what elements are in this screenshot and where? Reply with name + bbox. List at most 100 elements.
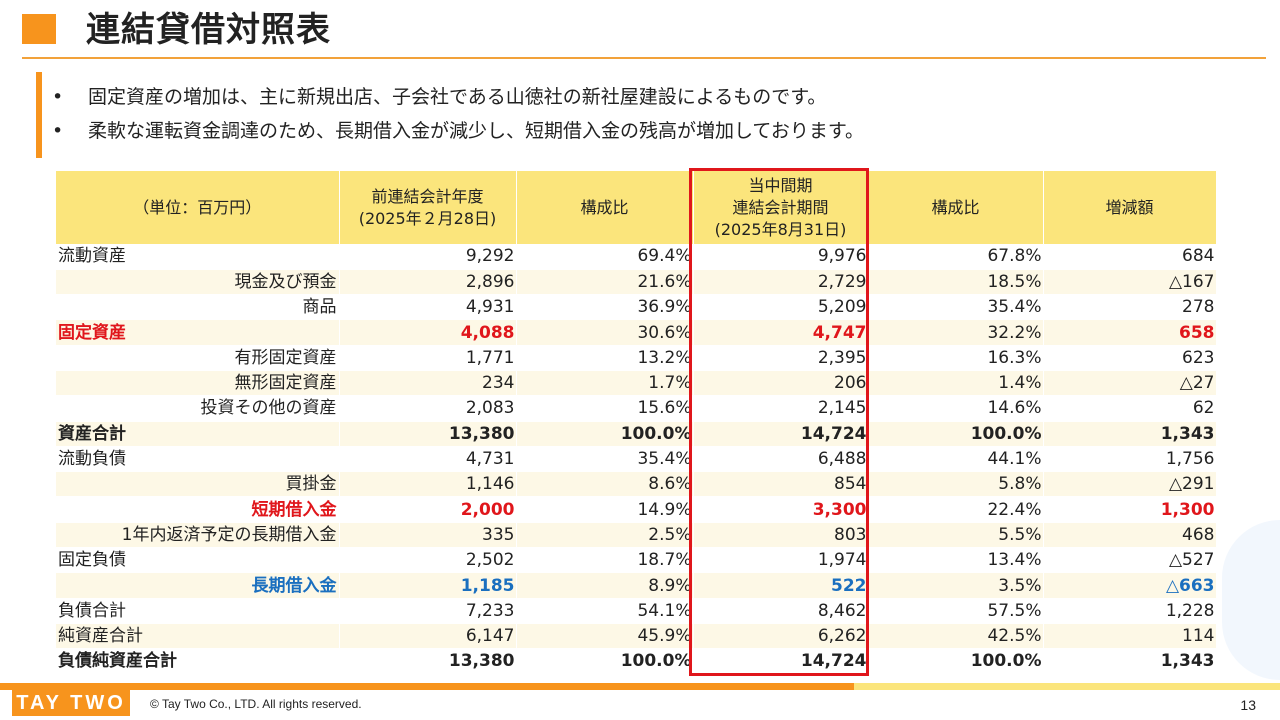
cell-change: 1,756 bbox=[1043, 446, 1217, 473]
table-row: 有形固定資産 1,771 13.2% 2,395 16.3% 623 bbox=[56, 345, 1217, 371]
header-change: 増減額 bbox=[1043, 171, 1217, 244]
row-label: 負債純資産合計 bbox=[56, 648, 340, 675]
summary-box bbox=[36, 72, 1036, 158]
header-current-period: 当中間期 連結会計期間 (2025年8月31日) bbox=[693, 171, 869, 244]
row-label: 固定負債 bbox=[56, 547, 340, 574]
cell-prev: 13,380 bbox=[339, 648, 517, 675]
table-row: 無形固定資産 234 1.7% 206 1.4% △27 bbox=[56, 370, 1217, 397]
cell-current-ratio: 16.3% bbox=[868, 345, 1044, 371]
copyright-text: © Tay Two Co., LTD. All rights reserved. bbox=[150, 697, 362, 711]
cell-current-ratio: 100.0% bbox=[868, 648, 1044, 675]
row-label: 買掛金 bbox=[56, 471, 340, 498]
cell-prev: 6,147 bbox=[339, 623, 517, 650]
cell-change: 658 bbox=[1043, 319, 1217, 346]
cell-current-ratio: 5.8% bbox=[868, 471, 1044, 498]
cell-current: 854 bbox=[693, 471, 869, 498]
cell-prev-ratio: 45.9% bbox=[516, 623, 694, 650]
cell-current-ratio: 5.5% bbox=[868, 522, 1044, 549]
row-label: 商品 bbox=[56, 294, 340, 321]
header-cur-line2: 連結会計期間 bbox=[732, 197, 829, 217]
cell-current-ratio: 32.2% bbox=[868, 319, 1044, 346]
cell-current: 1,974 bbox=[693, 547, 869, 574]
header-cur-line3: (2025年8月31日) bbox=[714, 219, 847, 239]
cell-change: △291 bbox=[1043, 471, 1217, 498]
cell-prev: 7,233 bbox=[339, 598, 517, 624]
header-prev-line1: 前連結会計年度 bbox=[371, 186, 484, 206]
cell-prev-ratio: 100.0% bbox=[516, 648, 694, 675]
cell-prev-ratio: 1.7% bbox=[516, 370, 694, 397]
cell-current: 14,724 bbox=[693, 421, 869, 447]
row-label: 固定資産 bbox=[56, 319, 340, 346]
cell-prev-ratio: 8.6% bbox=[516, 471, 694, 498]
cell-prev: 4,088 bbox=[339, 319, 517, 346]
cell-current-ratio: 1.4% bbox=[868, 370, 1044, 397]
cell-prev: 2,502 bbox=[339, 547, 517, 574]
cell-current: 2,729 bbox=[693, 269, 869, 296]
cell-current-ratio: 44.1% bbox=[868, 446, 1044, 473]
summary-accent-bar bbox=[36, 72, 42, 158]
page-number: 13 bbox=[1240, 697, 1256, 713]
row-label: 現金及び預金 bbox=[56, 269, 340, 296]
cell-prev: 4,731 bbox=[339, 446, 517, 473]
bullet-marker-1: • bbox=[52, 86, 64, 108]
row-label: 純資産合計 bbox=[56, 623, 340, 650]
cell-change: △27 bbox=[1043, 370, 1217, 397]
cell-prev-ratio: 14.9% bbox=[516, 496, 694, 523]
row-label: 流動負債 bbox=[56, 446, 340, 473]
cell-current: 5,209 bbox=[693, 294, 869, 321]
cell-prev-ratio: 30.6% bbox=[516, 319, 694, 346]
header-ratio-prev: 構成比 bbox=[516, 171, 694, 244]
cell-prev-ratio: 15.6% bbox=[516, 395, 694, 422]
decorative-watermark bbox=[1222, 520, 1280, 680]
row-label: 資産合計 bbox=[56, 421, 340, 447]
cell-current-ratio: 100.0% bbox=[868, 421, 1044, 447]
cell-prev: 9,292 bbox=[339, 244, 517, 270]
cell-current: 4,747 bbox=[693, 319, 869, 346]
table-row: 固定資産 4,088 30.6% 4,747 32.2% 658 bbox=[56, 319, 1217, 346]
cell-current-ratio: 42.5% bbox=[868, 623, 1044, 650]
cell-prev-ratio: 18.7% bbox=[516, 547, 694, 574]
header-cur-line1: 当中間期 bbox=[748, 175, 813, 195]
cell-current-ratio: 13.4% bbox=[868, 547, 1044, 574]
company-logo: TAY TWO bbox=[12, 690, 130, 716]
cell-prev-ratio: 8.9% bbox=[516, 572, 694, 599]
cell-prev: 13,380 bbox=[339, 421, 517, 447]
cell-prev-ratio: 69.4% bbox=[516, 244, 694, 270]
cell-prev: 234 bbox=[339, 370, 517, 397]
row-label: 長期借入金 bbox=[56, 572, 340, 599]
header-prev-line2: (2025年２月28日) bbox=[358, 208, 497, 228]
cell-current-ratio: 14.6% bbox=[868, 395, 1044, 422]
table-row: 固定負債 2,502 18.7% 1,974 13.4% △527 bbox=[56, 547, 1217, 574]
table-header-row: （単位：百万円） 前連結会計年度 (2025年２月28日) 構成比 当中間期 連結会… bbox=[56, 171, 1217, 244]
cell-prev-ratio: 36.9% bbox=[516, 294, 694, 321]
row-label: 1年内返済予定の長期借入金 bbox=[56, 522, 340, 549]
table-row: 1年内返済予定の長期借入金 335 2.5% 803 5.5% 468 bbox=[56, 522, 1217, 549]
table-row: 負債合計 7,233 54.1% 8,462 57.5% 1,228 bbox=[56, 598, 1217, 624]
balance-sheet-table: （単位：百万円） 前連結会計年度 (2025年２月28日) 構成比 当中間期 連結会… bbox=[56, 171, 1217, 675]
footer-accent-bar-light bbox=[854, 683, 1280, 690]
table-row: 商品 4,931 36.9% 5,209 35.4% 278 bbox=[56, 294, 1217, 321]
table-row: 純資産合計 6,147 45.9% 6,262 42.5% 114 bbox=[56, 623, 1217, 650]
bullet-text-2: 柔軟な運転資金調達のため、長期借入金が減少し、短期借入金の残高が増加しております… bbox=[88, 120, 864, 142]
cell-current: 803 bbox=[693, 522, 869, 549]
cell-change: 468 bbox=[1043, 522, 1217, 549]
cell-current: 6,262 bbox=[693, 623, 869, 650]
cell-prev-ratio: 35.4% bbox=[516, 446, 694, 473]
cell-change: 1,228 bbox=[1043, 598, 1217, 624]
cell-current: 3,300 bbox=[693, 496, 869, 523]
cell-change: △663 bbox=[1043, 572, 1217, 599]
cell-prev-ratio: 13.2% bbox=[516, 345, 694, 371]
cell-prev-ratio: 2.5% bbox=[516, 522, 694, 549]
cell-prev: 2,896 bbox=[339, 269, 517, 296]
table-row: 流動負債 4,731 35.4% 6,488 44.1% 1,756 bbox=[56, 446, 1217, 473]
cell-prev-ratio: 54.1% bbox=[516, 598, 694, 624]
cell-current-ratio: 67.8% bbox=[868, 244, 1044, 270]
row-label: 投資その他の資産 bbox=[56, 395, 340, 422]
cell-current: 6,488 bbox=[693, 446, 869, 473]
bullet-text-1: 固定資産の増加は、主に新規出店、子会社である山徳社の新社屋建設によるものです。 bbox=[88, 86, 827, 108]
row-label: 無形固定資産 bbox=[56, 370, 340, 397]
title-underline bbox=[22, 57, 1266, 59]
cell-prev: 1,185 bbox=[339, 572, 517, 599]
bullet-item-2: • 柔軟な運転資金調達のため、長期借入金が減少し、短期借入金の残高が増加しておりま… bbox=[52, 118, 864, 144]
row-label: 短期借入金 bbox=[56, 496, 340, 523]
